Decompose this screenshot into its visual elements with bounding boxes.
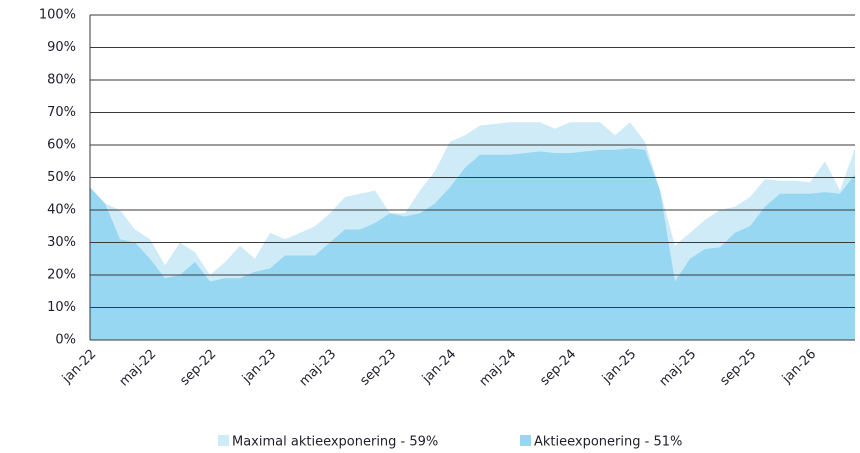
x-tick-label: maj-22 xyxy=(117,347,160,390)
x-tick-label: sep-23 xyxy=(357,347,399,389)
legend-label: Maximal aktieexponering - 59% xyxy=(232,435,438,450)
x-tick-label: jan-23 xyxy=(239,347,279,387)
x-tick-label: jan-22 xyxy=(59,347,99,387)
y-tick-label: 30% xyxy=(47,235,76,250)
legend-swatch xyxy=(520,435,531,446)
x-tick-label: jan-24 xyxy=(419,347,459,387)
x-tick-label: maj-23 xyxy=(297,347,340,390)
y-tick-label: 10% xyxy=(47,300,76,315)
x-tick-label: sep-22 xyxy=(177,347,219,389)
x-tick-label: maj-24 xyxy=(477,347,520,390)
x-tick-label: maj-25 xyxy=(657,347,700,390)
y-tick-label: 60% xyxy=(47,138,76,153)
legend-swatch xyxy=(218,435,229,446)
y-tick-label: 20% xyxy=(47,268,76,283)
legend-label: Aktieexponering - 51% xyxy=(534,435,682,450)
area xyxy=(90,148,855,340)
y-tick-label: 100% xyxy=(39,8,76,23)
y-tick-label: 90% xyxy=(47,40,76,55)
y-tick-label: 50% xyxy=(47,170,76,185)
y-tick-label: 80% xyxy=(47,73,76,88)
y-tick-label: 0% xyxy=(55,333,76,348)
x-tick-label: sep-25 xyxy=(717,347,759,389)
x-tick-label: sep-24 xyxy=(537,347,579,389)
x-tick-label: jan-25 xyxy=(599,347,639,387)
x-tick-label: jan-26 xyxy=(779,347,819,387)
y-tick-label: 40% xyxy=(47,203,76,218)
y-tick-label: 70% xyxy=(47,105,76,120)
